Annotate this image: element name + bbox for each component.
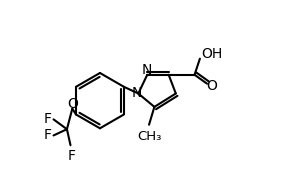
Text: OH: OH <box>201 47 222 61</box>
Text: F: F <box>44 128 52 142</box>
Text: O: O <box>68 97 79 111</box>
Text: O: O <box>206 79 217 93</box>
Text: N: N <box>142 63 153 77</box>
Text: N: N <box>132 86 142 100</box>
Text: F: F <box>44 112 52 126</box>
Text: CH₃: CH₃ <box>138 130 162 143</box>
Text: F: F <box>67 149 75 163</box>
